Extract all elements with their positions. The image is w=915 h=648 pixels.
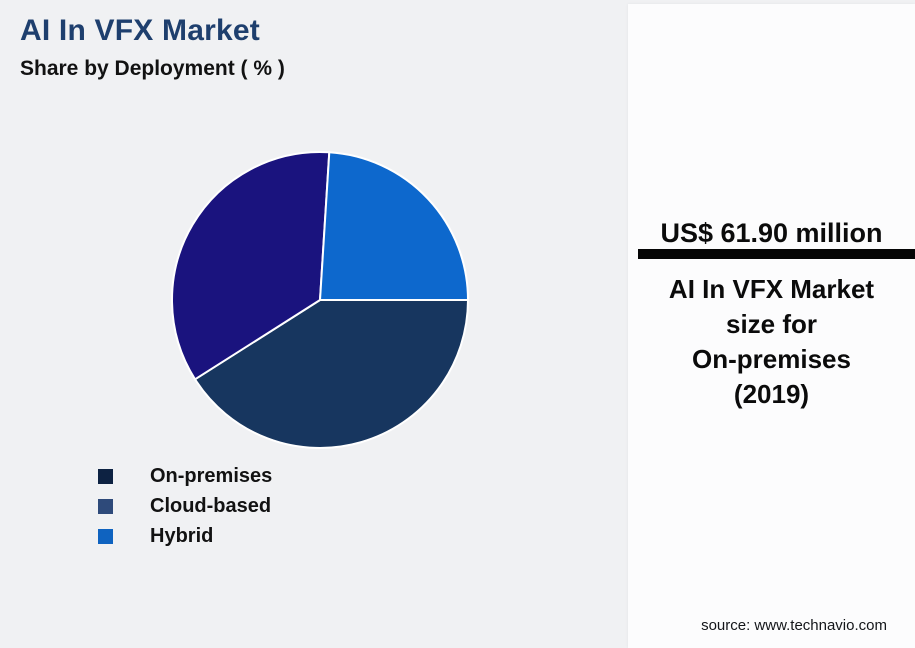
divider-bar [638, 249, 915, 259]
info-panel: US$ 61.90 million AI In VFX Market size … [628, 4, 915, 648]
legend-swatch-icon [98, 528, 113, 544]
source-text: source: www.technavio.com [701, 617, 887, 634]
legend-swatch-icon [98, 498, 113, 514]
legend-item-hybrid: Hybrid [98, 521, 272, 551]
metric-description: AI In VFX Market size for On-premises (2… [668, 274, 875, 409]
legend-label: Cloud-based [150, 494, 272, 517]
page-title: AI In VFX Market [20, 14, 260, 47]
legend-label: Hybrid [150, 524, 214, 547]
page-subtitle: Share by Deployment ( % ) [20, 57, 285, 80]
legend-item-on-premises: On-premises [98, 461, 272, 491]
pie-legend: On-premises Cloud-based Hybrid [98, 461, 272, 551]
pie-chart [171, 150, 469, 449]
pie-slice-cloud-based [171, 150, 331, 381]
pie-slice-hybrid [319, 151, 469, 301]
legend-label: On-premises [150, 464, 273, 487]
legend-item-cloud-based: Cloud-based [98, 491, 272, 521]
metric-value: US$ 61.90 million [660, 218, 883, 248]
legend-swatch-icon [98, 468, 113, 484]
